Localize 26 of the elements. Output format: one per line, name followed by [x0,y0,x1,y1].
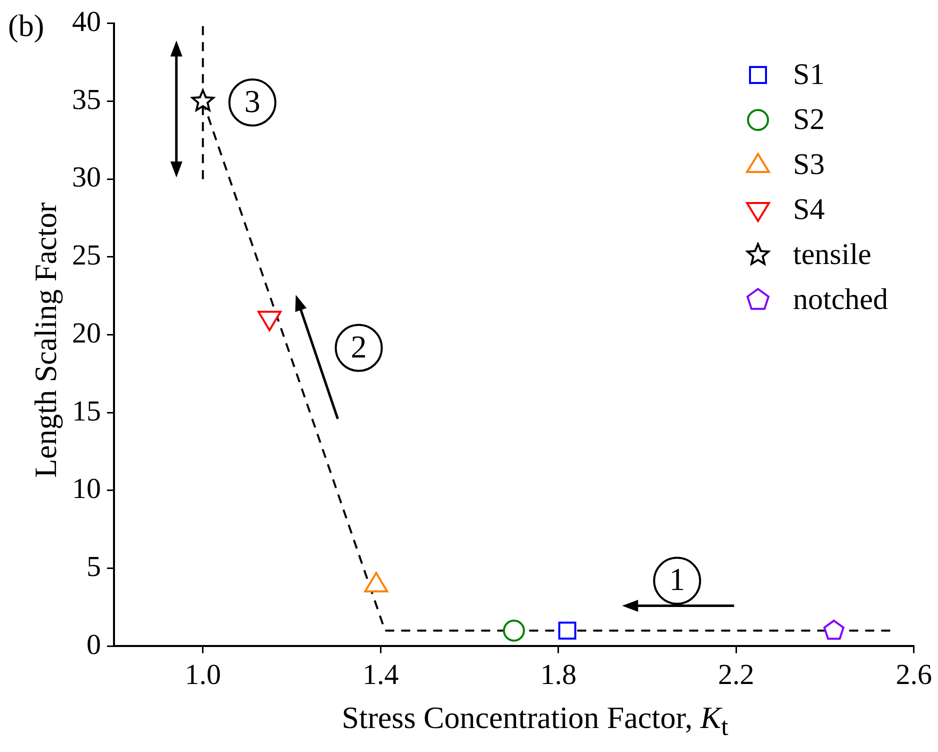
annotation: 2 [350,328,367,364]
x-tick-label: 2.6 [896,659,932,692]
y-tick-label: 10 [72,473,101,506]
legend-label: S1 [793,58,825,92]
legend-label: S4 [793,192,825,226]
legend-label: notched [793,282,888,316]
x-axis-title: Stress Concentration Factor, K$_{t}$ [340,700,730,742]
y-tick-label: 25 [72,240,101,272]
x-tick-label: 1.4 [362,659,400,692]
x-tick-label: 1.0 [184,659,221,692]
y-tick-label: 40 [72,6,101,38]
legend-label: S2 [793,102,825,136]
annotation: 3 [244,82,260,119]
y-tick-label: 20 [72,317,101,350]
legend-label: tensile [793,238,872,272]
x-tick-label: 1.8 [540,659,576,692]
y-tick-label: 15 [72,395,101,428]
annotation: 1 [669,561,686,598]
y-tick-label: 30 [72,162,101,194]
y-tick-label: 0 [86,628,101,661]
legend-label: S3 [793,148,825,182]
y-tick-label: 5 [86,550,101,583]
y-tick-label: 35 [72,84,101,116]
y-axis-title: Length Scaling Factor [28,202,64,478]
x-tick-label: 2.2 [718,659,754,692]
chart-title: (b) [8,8,44,44]
